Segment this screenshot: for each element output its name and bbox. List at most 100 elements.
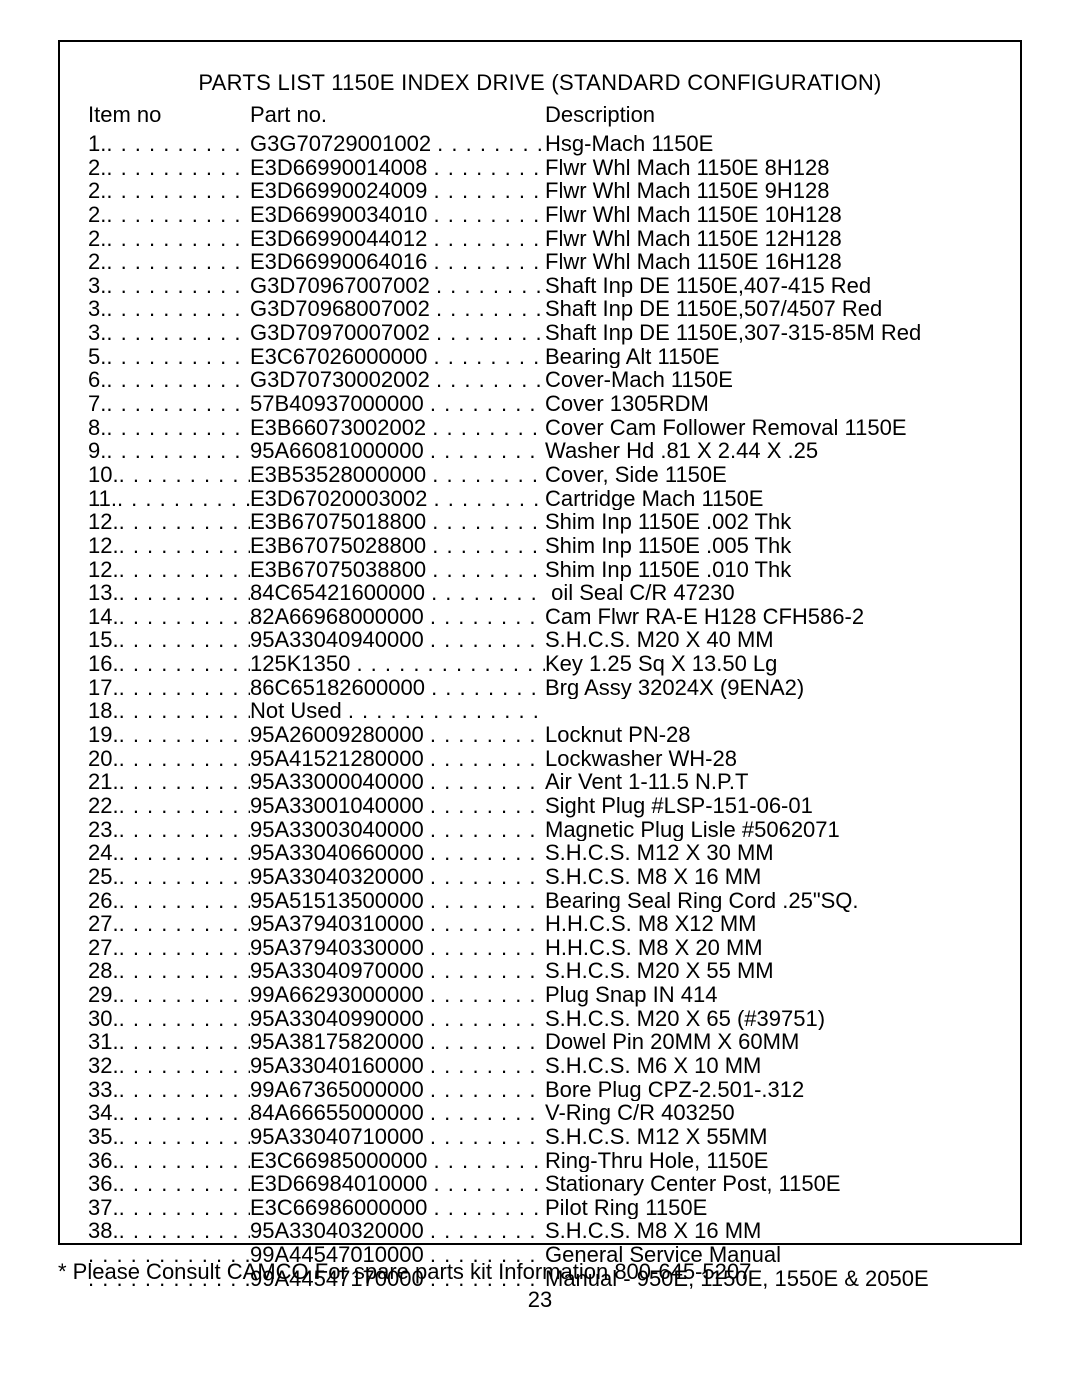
table-row: 12.. . . . . . . . . . . . . . . . . . .… [88, 510, 992, 534]
cell-part-no: G3D70970007002 . . . . . . . . . . . . .… [250, 321, 545, 345]
cell-item-no-text: 2. [88, 203, 106, 227]
cell-item-no-text: 2. [88, 179, 106, 203]
cell-item-no: 1.. . . . . . . . . . . . . . . . . . . … [88, 132, 250, 156]
cell-part-no-text: 95A33040320000 [250, 865, 430, 889]
cell-part-no: 95A33000040000 . . . . . . . . . . . . .… [250, 770, 545, 794]
cell-description: H.H.C.S. M8 X12 MM [545, 912, 992, 936]
cell-description: Shim Inp 1150E .010 Thk [545, 558, 992, 582]
cell-item-no: 29.. . . . . . . . . . . . . . . . . . .… [88, 983, 250, 1007]
cell-item-no: 27.. . . . . . . . . . . . . . . . . . .… [88, 912, 250, 936]
table-row: 9.. . . . . . . . . . . . . . . . . . . … [88, 439, 992, 463]
cell-part-no-text: 95A33040970000 [250, 959, 430, 983]
cell-part-no: 95A38175820000 . . . . . . . . . . . . .… [250, 1030, 545, 1054]
cell-item-no: 19.. . . . . . . . . . . . . . . . . . .… [88, 723, 250, 747]
table-row: 17.. . . . . . . . . . . . . . . . . . .… [88, 676, 992, 700]
cell-item-no: 9.. . . . . . . . . . . . . . . . . . . … [88, 439, 250, 463]
table-row: 33.. . . . . . . . . . . . . . . . . . .… [88, 1078, 992, 1102]
table-row: 2.. . . . . . . . . . . . . . . . . . . … [88, 227, 992, 251]
dot-leader: . . . . . . . . . . . . . . . . . . . . … [434, 1196, 546, 1220]
dot-leader: . . . . . . . . . . . . . . . . . . . . … [430, 1078, 545, 1102]
table-row: 26.. . . . . . . . . . . . . . . . . . .… [88, 889, 992, 913]
cell-part-no: E3B53528000000 . . . . . . . . . . . . .… [250, 463, 545, 487]
table-row: 6.. . . . . . . . . . . . . . . . . . . … [88, 368, 992, 392]
table-row: 12.. . . . . . . . . . . . . . . . . . .… [88, 558, 992, 582]
cell-description: S.H.C.S. M8 X 16 MM [545, 1219, 992, 1243]
dot-leader: . . . . . . . . . . . . . . . . . . . . … [430, 1030, 545, 1054]
cell-part-no-text: 95A33040710000 [250, 1125, 430, 1149]
cell-item-no: 30.. . . . . . . . . . . . . . . . . . .… [88, 1007, 250, 1031]
table-row: 29.. . . . . . . . . . . . . . . . . . .… [88, 983, 992, 1007]
table-row: 3.. . . . . . . . . . . . . . . . . . . … [88, 274, 992, 298]
table-row: 23.. . . . . . . . . . . . . . . . . . .… [88, 818, 992, 842]
cell-item-no-text: 29. [88, 983, 119, 1007]
cell-part-no-text: 95A66081000000 [250, 439, 430, 463]
dot-leader: . . . . . . . . . . . . . . . . . . . . … [119, 1149, 250, 1173]
table-row: 32.. . . . . . . . . . . . . . . . . . .… [88, 1054, 992, 1078]
cell-part-no-text: E3C66985000000 [250, 1149, 434, 1173]
cell-item-no: 37.. . . . . . . . . . . . . . . . . . .… [88, 1196, 250, 1220]
cell-description: Cover Cam Follower Removal 1150E [545, 416, 992, 440]
cell-description: Cartridge Mach 1150E [545, 487, 992, 511]
cell-item-no-text: 16. [88, 652, 119, 676]
cell-part-no: 95A41521280000 . . . . . . . . . . . . .… [250, 747, 545, 771]
cell-part-no: 95A33040710000 . . . . . . . . . . . . .… [250, 1125, 545, 1149]
cell-item-no: 32.. . . . . . . . . . . . . . . . . . .… [88, 1054, 250, 1078]
page-number: 23 [58, 1287, 1022, 1313]
cell-description: Flwr Whl Mach 1150E 9H128 [545, 179, 992, 203]
cell-item-no: 34.. . . . . . . . . . . . . . . . . . .… [88, 1101, 250, 1125]
dot-leader: . . . . . . . . . . . . . . . . . . . . … [432, 463, 545, 487]
cell-part-no: 95A33040990000 . . . . . . . . . . . . .… [250, 1007, 545, 1031]
cell-item-no-text: 11. [88, 487, 117, 511]
cell-part-no-text: 125K1350 [250, 652, 356, 676]
dot-leader: . . . . . . . . . . . . . . . . . . . . … [119, 676, 250, 700]
dot-leader: . . . . . . . . . . . . . . . . . . . . … [106, 392, 250, 416]
table-row: 2.. . . . . . . . . . . . . . . . . . . … [88, 156, 992, 180]
cell-description: Locknut PN-28 [545, 723, 992, 747]
cell-part-no: E3D66990064016 . . . . . . . . . . . . .… [250, 250, 545, 274]
cell-part-no-text: 82A66968000000 [250, 605, 430, 629]
cell-description: Flwr Whl Mach 1150E 10H128 [545, 203, 992, 227]
cell-item-no: 12.. . . . . . . . . . . . . . . . . . .… [88, 558, 250, 582]
dot-leader: . . . . . . . . . . . . . . . . . . . . … [430, 794, 545, 818]
dot-leader: . . . . . . . . . . . . . . . . . . . . … [119, 959, 250, 983]
cell-part-no: E3B67075018800 . . . . . . . . . . . . .… [250, 510, 545, 534]
cell-part-no: E3C66986000000 . . . . . . . . . . . . .… [250, 1196, 545, 1220]
cell-item-no: 2.. . . . . . . . . . . . . . . . . . . … [88, 250, 250, 274]
dot-leader: . . . . . . . . . . . . . . . . . . . . … [106, 439, 250, 463]
dot-leader: . . . . . . . . . . . . . . . . . . . . … [430, 841, 545, 865]
cell-description: Bearing Seal Ring Cord .25"SQ. [545, 889, 992, 913]
cell-part-no-text: 95A33003040000 [250, 818, 430, 842]
cell-item-no-text: 14. [88, 605, 119, 629]
cell-item-no: 13.. . . . . . . . . . . . . . . . . . .… [88, 581, 250, 605]
cell-item-no-text: 15. [88, 628, 119, 652]
dot-leader: . . . . . . . . . . . . . . . . . . . . … [119, 865, 250, 889]
dot-leader: . . . . . . . . . . . . . . . . . . . . … [119, 581, 250, 605]
cell-item-no: 7.. . . . . . . . . . . . . . . . . . . … [88, 392, 250, 416]
parts-list-title: PARTS LIST 1150E INDEX DRIVE (STANDARD C… [88, 70, 992, 96]
cell-part-no-text: 99A66293000000 [250, 983, 430, 1007]
dot-leader: . . . . . . . . . . . . . . . . . . . . … [430, 889, 545, 913]
parts-rows: 1.. . . . . . . . . . . . . . . . . . . … [88, 132, 992, 1290]
dot-leader: . . . . . . . . . . . . . . . . . . . . … [430, 723, 545, 747]
cell-description: Magnetic Plug Lisle #5062071 [545, 818, 992, 842]
dot-leader: . . . . . . . . . . . . . . . . . . . . … [434, 179, 546, 203]
cell-part-no: 95A33040660000 . . . . . . . . . . . . .… [250, 841, 545, 865]
cell-part-no: G3D70968007002 . . . . . . . . . . . . .… [250, 297, 545, 321]
cell-part-no-text: E3D66990034010 [250, 203, 434, 227]
cell-description: Air Vent 1-11.5 N.P.T [545, 770, 992, 794]
cell-part-no-text: G3D70967007002 [250, 274, 436, 298]
cell-part-no-text: E3D66990064016 [250, 250, 434, 274]
dot-leader: . . . . . . . . . . . . . . . . . . . . … [432, 416, 545, 440]
cell-part-no-text: 95A37940330000 [250, 936, 430, 960]
cell-description: S.H.C.S. M12 X 30 MM [545, 841, 992, 865]
cell-part-no: 86C65182600000 . . . . . . . . . . . . .… [250, 676, 545, 700]
dot-leader: . . . . . . . . . . . . . . . . . . . . … [430, 818, 545, 842]
table-row: 20.. . . . . . . . . . . . . . . . . . .… [88, 747, 992, 771]
table-row: 28.. . . . . . . . . . . . . . . . . . .… [88, 959, 992, 983]
cell-part-no-text: E3C66986000000 [250, 1196, 434, 1220]
parts-list-frame: PARTS LIST 1150E INDEX DRIVE (STANDARD C… [58, 40, 1022, 1245]
cell-item-no-text: 2. [88, 227, 106, 251]
cell-item-no-text: 37. [88, 1196, 119, 1220]
cell-description: Sight Plug #LSP-151-06-01 [545, 794, 992, 818]
cell-part-no: 125K1350 . . . . . . . . . . . . . . . .… [250, 652, 545, 676]
